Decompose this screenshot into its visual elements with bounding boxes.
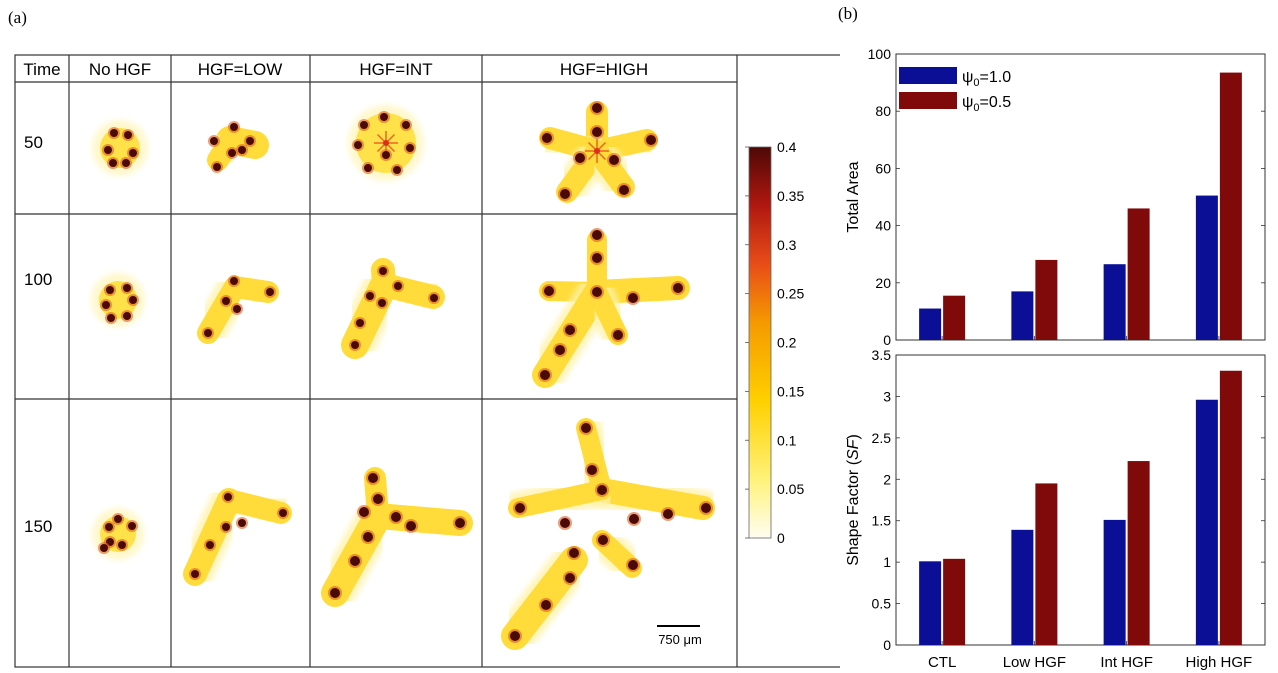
bar — [1035, 483, 1058, 645]
bar — [1195, 195, 1218, 340]
colorbar-tick-label: 0.1 — [777, 432, 797, 448]
bar — [1219, 72, 1242, 340]
colorbar-tick-label: 0 — [777, 530, 785, 546]
scale-bar-label: 750 μm — [658, 632, 702, 647]
y-tick-label: 100 — [868, 46, 892, 62]
column-header-hgf-low: HGF=LOW — [198, 60, 283, 79]
bar — [1219, 370, 1242, 645]
bar — [919, 308, 942, 340]
bar — [943, 295, 966, 340]
colorbar-tick-label: 0.2 — [777, 335, 797, 351]
column-header-no-hgf: No HGF — [89, 60, 151, 79]
tumor-images — [91, 95, 721, 656]
y-tick-label: 0 — [883, 332, 891, 345]
grid-frame — [14, 54, 840, 668]
bar — [943, 558, 966, 645]
row-label-150: 150 — [24, 517, 52, 536]
y-tick-label: 1.5 — [872, 513, 892, 529]
y-tick-label: 1 — [883, 554, 891, 570]
bar — [1011, 529, 1034, 645]
column-header-hgf-int: HGF=INT — [359, 60, 432, 79]
bar — [1103, 519, 1126, 645]
colorbar-tick-label: 0.3 — [777, 237, 797, 253]
bar — [1127, 208, 1150, 340]
y-tick-label: 2.5 — [872, 430, 892, 446]
y-tick-label: 40 — [875, 218, 891, 234]
y-tick-label: 0 — [883, 637, 891, 653]
x-tick-label: CTL — [928, 654, 956, 671]
column-header-hgf-high: HGF=HIGH — [560, 60, 648, 79]
bar — [919, 561, 942, 645]
colorbar-ticks: 0.4 0.35 0.3 0.25 0.2 0.15 0.1 0.05 0 — [745, 139, 804, 546]
y-axis-label: Shape Factor (SF) — [845, 434, 862, 566]
colorbar-tick-label: 0.35 — [777, 188, 804, 204]
simulation-grid: Time No HGF HGF=LOW HGF=INT HGF=HIGH 50 … — [14, 54, 840, 668]
bar — [1127, 461, 1150, 645]
panel-b-label: (b) — [838, 4, 858, 23]
bar — [1103, 264, 1126, 340]
y-tick-label: 60 — [875, 160, 891, 176]
x-tick-label: High HGF — [1186, 654, 1253, 671]
colorbar — [748, 146, 772, 539]
legend-label: ψ0=0.5 — [962, 94, 1011, 114]
y-tick-label: 2 — [883, 471, 891, 487]
y-tick-label: 80 — [875, 103, 891, 119]
x-tick-label: Int HGF — [1100, 654, 1153, 671]
x-tick-label: Low HGF — [1003, 654, 1066, 671]
bar — [1195, 399, 1218, 645]
bar — [1011, 291, 1034, 340]
colorbar-tick-label: 0.15 — [777, 383, 804, 399]
y-tick-label: 0.5 — [872, 596, 892, 612]
legend-swatch — [899, 67, 957, 84]
row-label-50: 50 — [24, 133, 43, 152]
y-axis-label: Total Area — [845, 161, 862, 232]
shape-factor-chart: 0 0.5 1 1.5 2 2.5 3 3.5 Shape Factor (SF) CTL Low … — [845, 347, 1266, 671]
colorbar-tick-label: 0.4 — [777, 139, 797, 155]
colorbar-tick-label: 0.25 — [777, 286, 804, 302]
bar — [1035, 259, 1058, 340]
row-label-100: 100 — [24, 270, 52, 289]
colorbar-tick-label: 0.05 — [777, 481, 804, 497]
y-tick-label: 20 — [875, 275, 891, 291]
panel-a-label: (a) — [8, 8, 27, 27]
y-tick-label: 3.5 — [872, 347, 892, 363]
y-tick-label: 3 — [883, 388, 891, 404]
legend-swatch — [899, 92, 957, 109]
grid-corner-header: Time — [23, 60, 60, 79]
